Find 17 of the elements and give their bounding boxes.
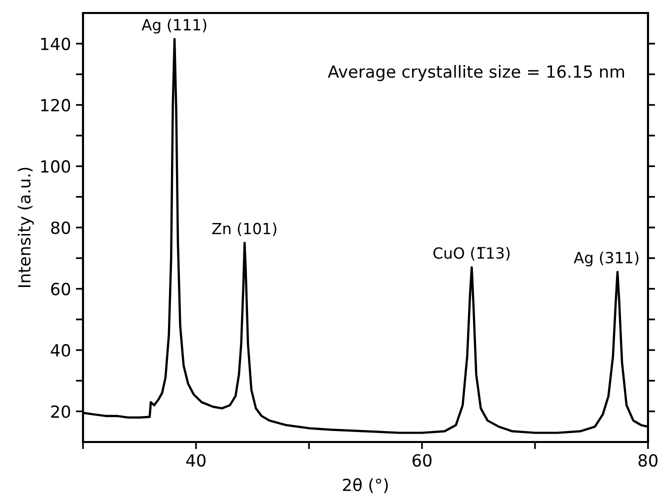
y-tick-label: 80 xyxy=(51,221,70,234)
y-axis-title: Intensity (a.u.) xyxy=(18,168,34,287)
annotation: Average crystallite size = 16.15 nm xyxy=(328,64,624,82)
y-tick-label: 20 xyxy=(51,405,70,418)
y-tick-label: 100 xyxy=(41,160,70,173)
y-tick-label: 140 xyxy=(41,38,70,50)
annotation: Zn (101) xyxy=(212,222,276,236)
x-tick-label: 60 xyxy=(412,454,432,467)
y-tick-label: 40 xyxy=(50,344,70,357)
x-axis-title: 2θ (°) xyxy=(343,478,388,494)
y-tick-label: 120 xyxy=(41,98,70,112)
y-tick-label: 60 xyxy=(51,282,70,296)
annotation: Ag (111) xyxy=(142,18,206,34)
annotation: CuO (1̅13) xyxy=(433,247,510,261)
x-tick-label: 80 xyxy=(638,454,658,467)
annotation: Ag (311) xyxy=(574,252,638,266)
x-tick-label: 40 xyxy=(186,454,206,467)
